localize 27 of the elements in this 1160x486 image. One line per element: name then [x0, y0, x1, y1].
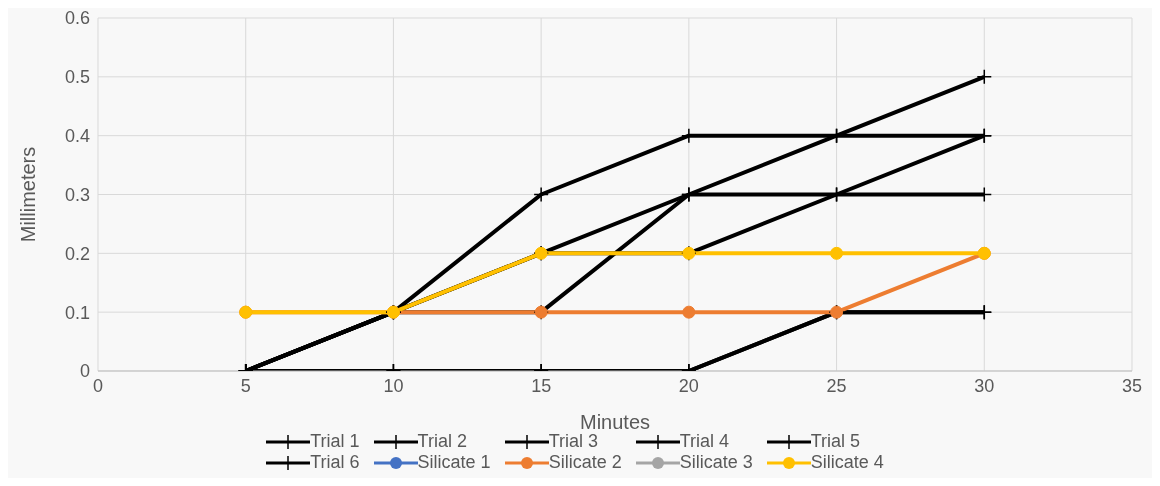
x-tick-label: 30 [974, 375, 995, 396]
legend-label: Silicate 2 [547, 452, 622, 473]
x-tick-label: 0 [92, 375, 104, 396]
legend-label: Trial 4 [679, 431, 730, 451]
x-tick-label: 5 [240, 375, 251, 396]
y-tick-label: 0.4 [64, 126, 90, 147]
x-tick-label: 10 [383, 375, 404, 396]
y-tick-label: 0.2 [64, 243, 90, 264]
legend-label: Trial 2 [416, 431, 468, 452]
legend-label: Trial 5 [809, 431, 862, 452]
x-tick-label: 25 [826, 375, 847, 396]
y-tick-label: 0.6 [64, 8, 90, 29]
y-tick-label: 0.1 [64, 302, 90, 323]
x-tick-label: 20 [678, 375, 699, 396]
x-tick-label: 15 [531, 375, 552, 396]
y-tick-label: 0 [79, 361, 90, 382]
legend-label: Trial 3 [547, 431, 599, 452]
legend-label: Silicate 1 [416, 452, 491, 473]
y-axis-title: Millimeters [17, 146, 40, 243]
x-axis-title: Minutes [579, 411, 651, 433]
legend-label: Trial 1 [309, 431, 360, 452]
y-tick-label: 0.5 [64, 67, 90, 88]
legend-label: Silicate 3 [678, 452, 753, 473]
legend-label: Silicate 4 [809, 452, 884, 473]
legend-label: Trial 6 [309, 452, 360, 473]
y-tick-label: 0.3 [64, 184, 90, 205]
x-tick-label: 35 [1121, 375, 1143, 396]
